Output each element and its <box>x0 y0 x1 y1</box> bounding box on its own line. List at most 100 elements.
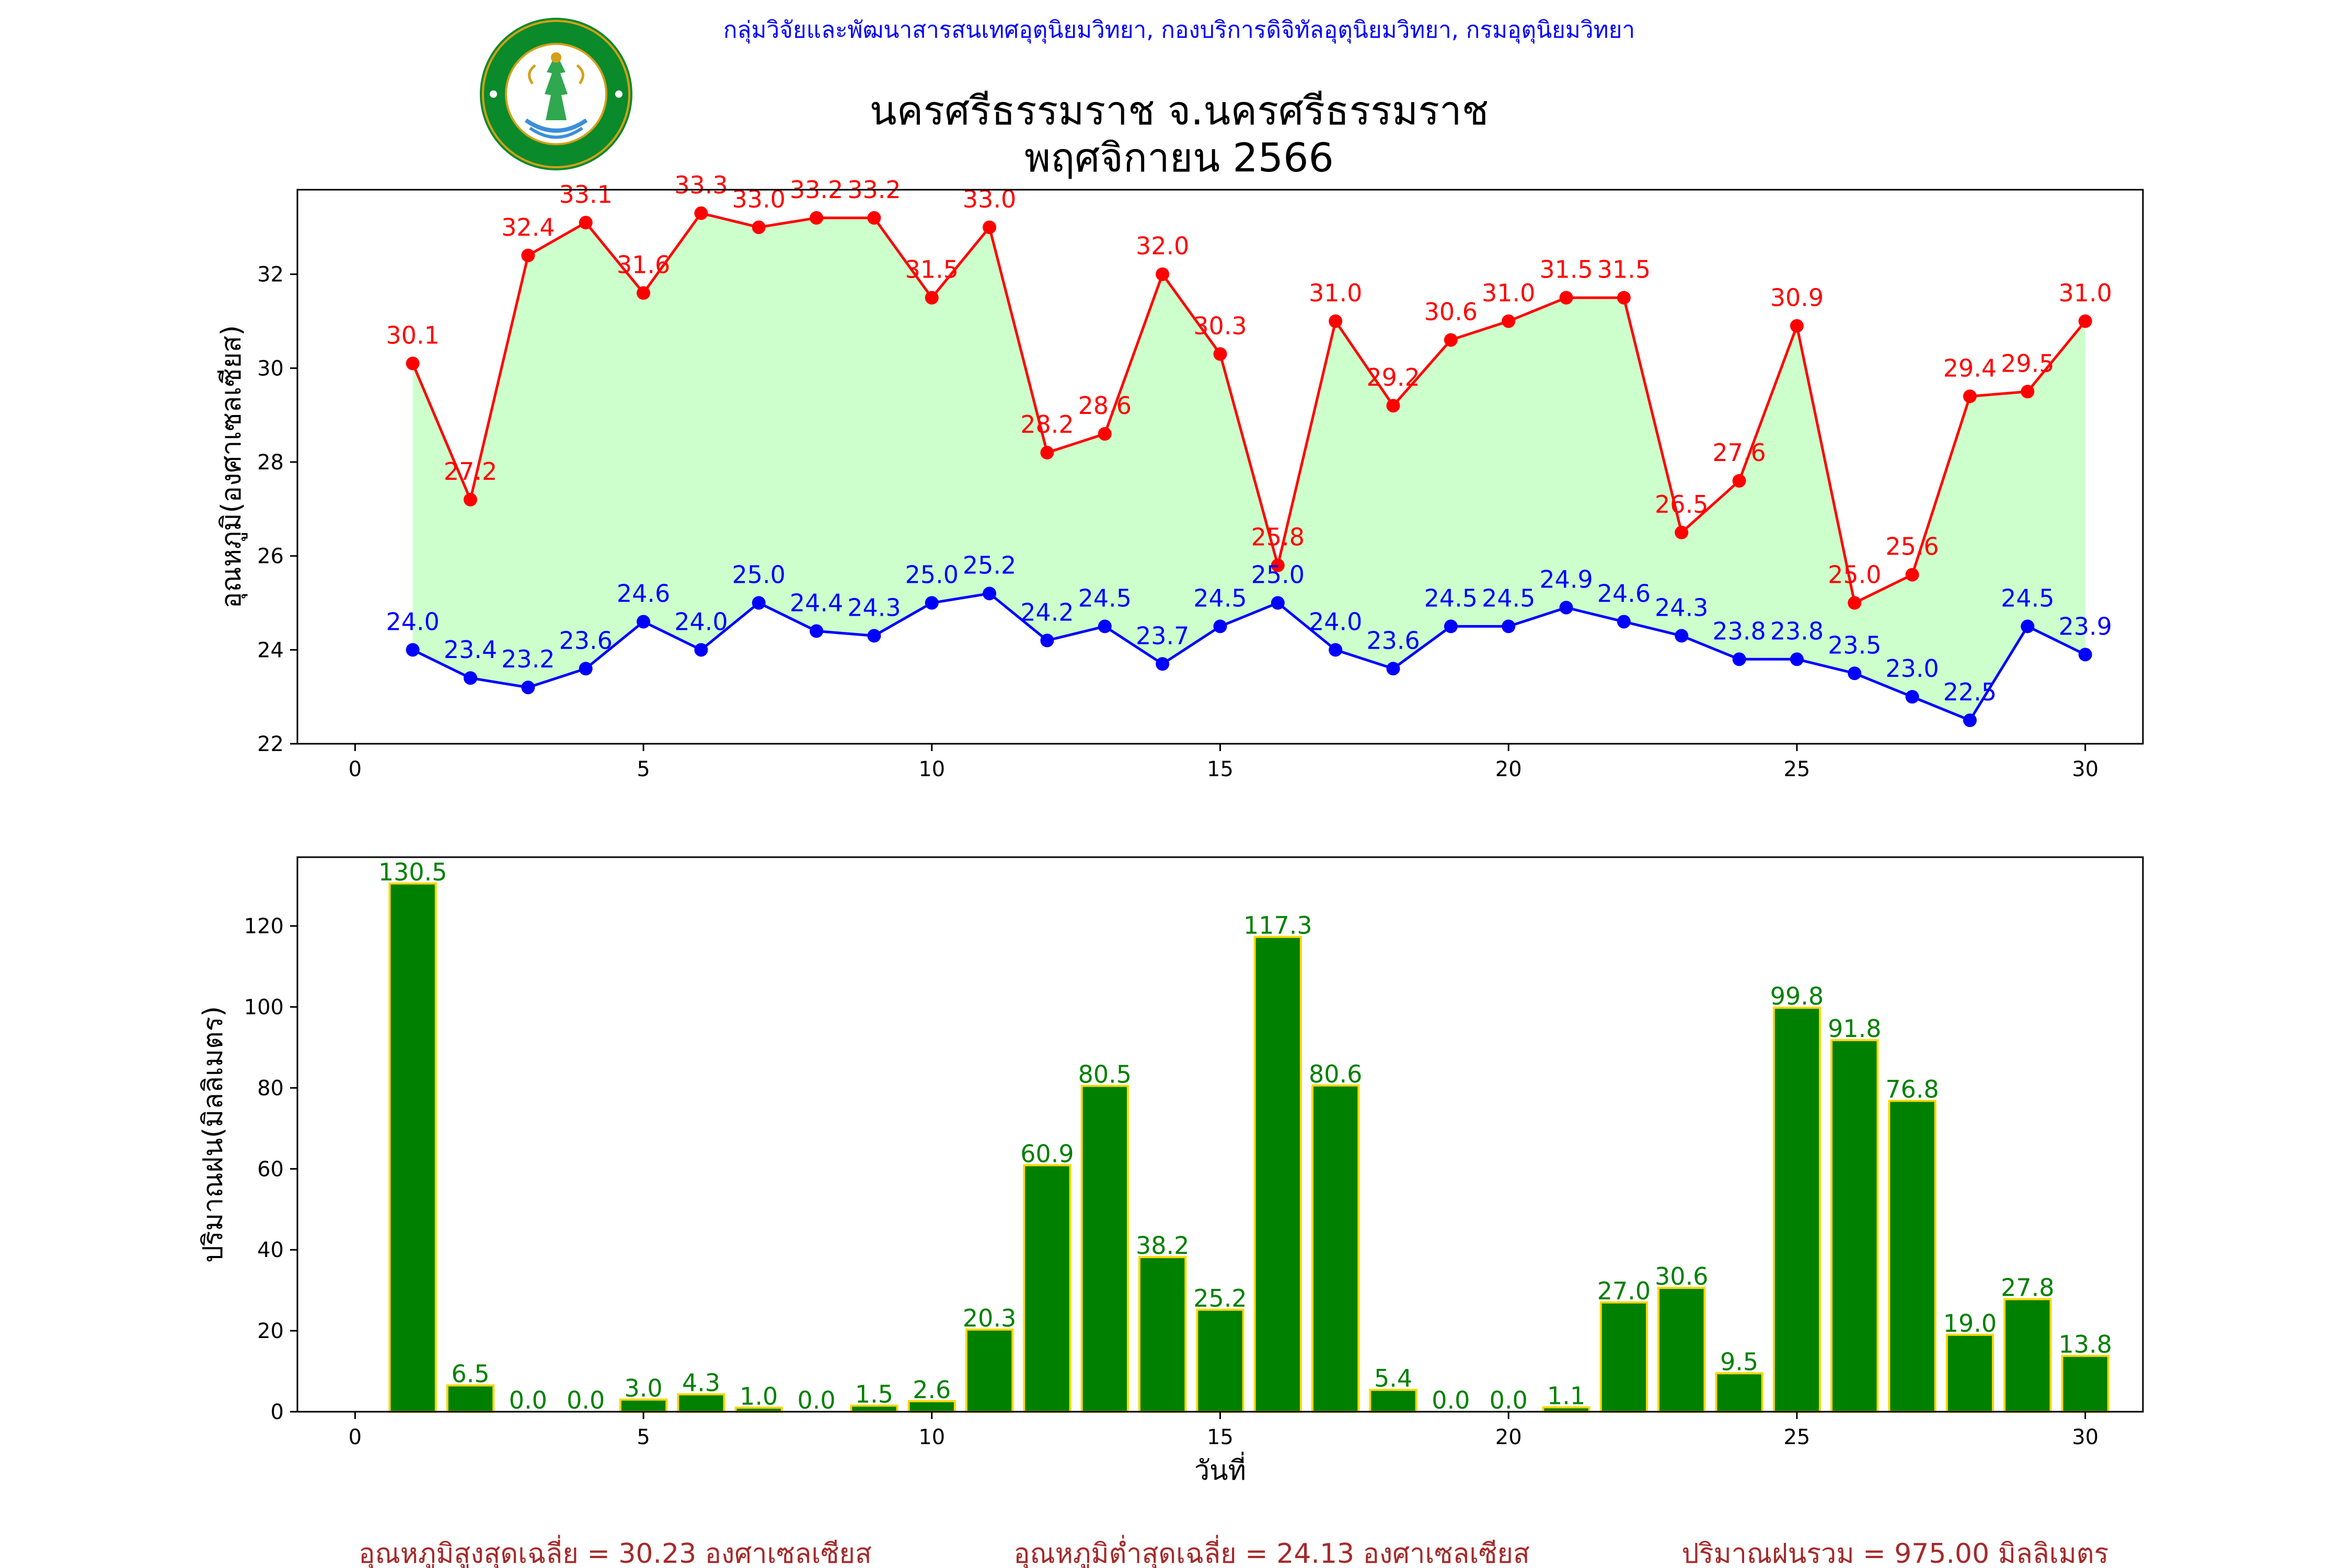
min-temp-line <box>412 592 2086 722</box>
rain-bar <box>1080 1085 1129 1413</box>
rain-bar-label: 3.0 <box>624 1374 662 1402</box>
max-temp-point <box>1444 333 1458 347</box>
min-temp-label: 24.5 <box>1482 584 1535 612</box>
max-temp-point <box>810 211 824 225</box>
min-temp-point <box>810 624 824 638</box>
max-temp-point <box>1963 389 1977 403</box>
y-tick-label: 20 <box>257 1319 284 1343</box>
max-temp-label: 26.5 <box>1655 490 1708 518</box>
min-temp-label: 25.0 <box>732 561 786 589</box>
rain-bar-label: 91.8 <box>1828 1014 1881 1043</box>
max-temp-label: 31.5 <box>1539 256 1593 284</box>
rain-bar <box>2061 1355 2109 1413</box>
max-temp-label: 29.5 <box>2001 349 2054 377</box>
max-temp-label: 30.3 <box>1193 312 1247 340</box>
y-axis-label: อุณหภูมิ(องศาเซลเซียส) <box>216 325 248 608</box>
rain-bar <box>1311 1084 1360 1413</box>
y-tick-label: 28 <box>257 451 284 475</box>
min-temp-point <box>521 681 535 695</box>
max-temp-label: 33.1 <box>559 180 613 209</box>
x-tick-label: 0 <box>349 757 362 781</box>
x-tick-label: 10 <box>918 1425 945 1449</box>
min-temp-point <box>1040 633 1054 648</box>
rain-bar-label: 19.0 <box>1943 1309 1997 1338</box>
x-tick-label: 15 <box>1207 757 1233 781</box>
min-temp-label: 23.5 <box>1828 631 1881 659</box>
max-temp-label: 28.6 <box>1078 391 1132 420</box>
max-temp-point <box>1040 446 1054 460</box>
temperature-range-fill <box>412 213 2085 721</box>
rain-bar-label: 20.3 <box>963 1304 1016 1332</box>
x-tick-label: 25 <box>1783 1425 1810 1449</box>
max-temp-point <box>406 356 420 371</box>
rain-bar <box>1715 1372 1763 1413</box>
min-temp-point <box>1271 596 1285 610</box>
rain-bar <box>1253 936 1302 1413</box>
x-tick-label: 30 <box>2072 757 2099 781</box>
max-temp-point <box>1271 558 1285 572</box>
min-temp-label: 24.0 <box>674 607 728 636</box>
y-tick-label: 32 <box>257 263 284 287</box>
rain-bar-label: 25.2 <box>1193 1284 1247 1312</box>
min-temp-point <box>1790 652 1804 666</box>
min-temp-point <box>1156 657 1170 671</box>
max-temp-point <box>637 286 651 300</box>
max-temp-point <box>1329 314 1343 328</box>
x-tick-label: 5 <box>637 757 650 781</box>
x-tick-label: 10 <box>918 757 945 781</box>
min-temp-point <box>1617 615 1631 629</box>
min-temp-point <box>2078 648 2092 662</box>
min-temp-point <box>1502 619 1516 633</box>
x-tick-label: 25 <box>1783 757 1810 781</box>
rain-bar-label: 13.8 <box>2058 1330 2112 1358</box>
y-tick-label: 30 <box>257 356 284 381</box>
max-temp-point <box>1790 319 1804 333</box>
max-temp-label: 27.2 <box>444 457 497 486</box>
min-temp-point <box>1386 662 1400 676</box>
min-temp-point <box>579 662 593 676</box>
min-temp-label: 22.5 <box>1943 678 1997 706</box>
min-temp-label: 24.6 <box>1597 579 1651 607</box>
x-axis-label: วันที่ <box>1194 1451 1246 1486</box>
min-temp-point <box>1848 666 1862 681</box>
rain-bar <box>1599 1301 1648 1413</box>
min-temp-label: 24.5 <box>1193 584 1247 612</box>
min-temp-label: 23.8 <box>1712 617 1766 645</box>
rain-bar <box>1369 1389 1417 1413</box>
meteorological-department-logo <box>480 18 632 170</box>
rain-bar <box>1830 1039 1879 1413</box>
min-temp-point <box>406 643 420 657</box>
y-tick-label: 0 <box>271 1400 284 1424</box>
max-temp-point <box>1386 399 1400 413</box>
min-temp-point <box>1963 713 1977 728</box>
min-temp-point <box>2021 619 2035 633</box>
max-temp-point <box>1559 291 1573 305</box>
x-tick-label: 15 <box>1207 1425 1233 1449</box>
max-temp-label: 31.0 <box>1309 279 1362 307</box>
min-temp-label: 25.2 <box>963 551 1016 580</box>
min-temp-label: 23.2 <box>501 645 555 673</box>
x-tick-label: 20 <box>1495 1425 1522 1449</box>
min-temp-label: 24.3 <box>1655 593 1708 621</box>
rain-bar-label: 27.0 <box>1597 1277 1651 1305</box>
max-temp-point <box>867 211 881 225</box>
max-temp-label: 25.6 <box>1885 533 1939 561</box>
min-temp-point <box>867 629 881 643</box>
max-temp-label: 33.3 <box>674 171 728 199</box>
y-tick-label: 120 <box>244 915 284 939</box>
rain-bar <box>2003 1298 2052 1413</box>
min-temp-point <box>1213 619 1227 633</box>
min-temp-label: 24.5 <box>2001 584 2054 612</box>
chart-title: นครศรีธรรมราช จ.นครศรีธรรมราช <box>870 87 1489 134</box>
y-axis-label: ปริมาณฝน(มิลลิเมตร) <box>198 1006 229 1263</box>
max-temp-label: 28.2 <box>1020 410 1074 439</box>
y-tick-label: 22 <box>257 732 284 756</box>
min-temp-label: 23.7 <box>1136 621 1189 650</box>
chart-subtitle: พฤศจิกายน 2566 <box>1024 134 1334 181</box>
rainfall-chart: 130.5 6.5 0.0 0.0 3.0 4.3 1.0 0.0 1.5 2.6 20.3 60.9… <box>198 856 2144 1486</box>
footer-avg-min: อุณหภูมิต่ำสุดเฉลี่ย = 24.13 องศาเซลเซีย… <box>1013 1535 1529 1568</box>
min-temp-label: 24.0 <box>1309 607 1362 636</box>
rain-bar <box>965 1328 1014 1413</box>
rain-bar-label: 27.8 <box>2001 1274 2054 1302</box>
rain-bar <box>677 1393 725 1413</box>
